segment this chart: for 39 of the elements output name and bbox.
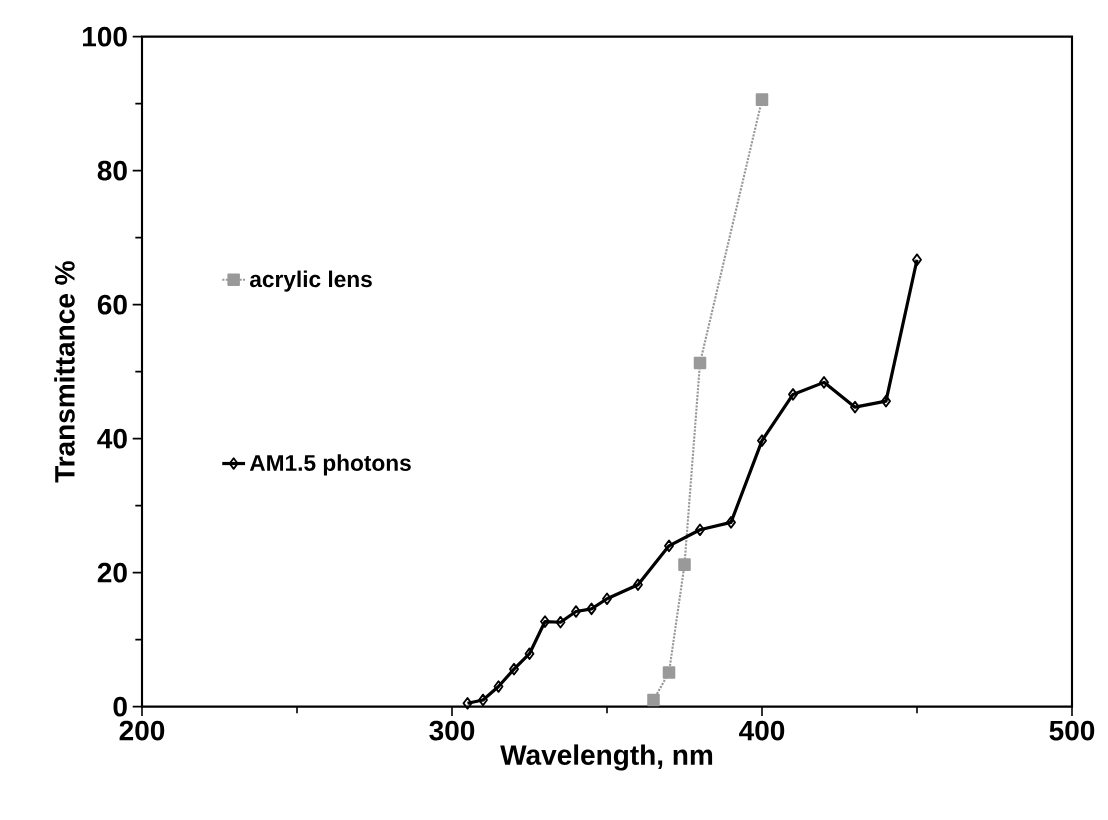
y-tick-label: 60	[97, 294, 127, 315]
y-tick-label: 20	[97, 562, 127, 583]
x-tick-label: 300	[429, 720, 475, 741]
legend-label: AM1.5 photons	[249, 454, 411, 476]
point	[881, 394, 891, 408]
point	[912, 253, 922, 267]
x-tick-label: 400	[739, 720, 785, 741]
point	[571, 605, 581, 618]
x-tick-label: 200	[119, 720, 165, 741]
point	[755, 93, 769, 106]
y-tick-label: 40	[97, 428, 127, 449]
x-tick-label: 500	[1049, 720, 1095, 741]
point	[509, 662, 519, 676]
point	[662, 666, 676, 679]
point	[693, 356, 707, 370]
point	[726, 516, 736, 529]
y-tick-label: 80	[97, 160, 127, 181]
point	[788, 388, 798, 401]
point	[462, 697, 473, 710]
point	[664, 539, 674, 553]
point	[493, 680, 504, 693]
point	[555, 615, 566, 629]
y-tick-label: 0	[113, 696, 127, 717]
point	[819, 376, 829, 389]
point	[540, 615, 550, 628]
point	[524, 647, 535, 660]
y-tick-label: 100	[83, 26, 127, 47]
legend-label: acrylic lens	[249, 270, 372, 292]
y-axis-title: Transmittance %	[54, 261, 75, 483]
point	[678, 558, 691, 571]
point	[757, 434, 767, 447]
point	[586, 602, 597, 616]
x-axis-title: Wavelength, nm	[500, 744, 713, 771]
point	[633, 578, 643, 591]
point	[478, 693, 488, 707]
point	[850, 400, 860, 414]
point	[647, 693, 660, 707]
point	[695, 523, 705, 537]
point	[602, 592, 612, 606]
